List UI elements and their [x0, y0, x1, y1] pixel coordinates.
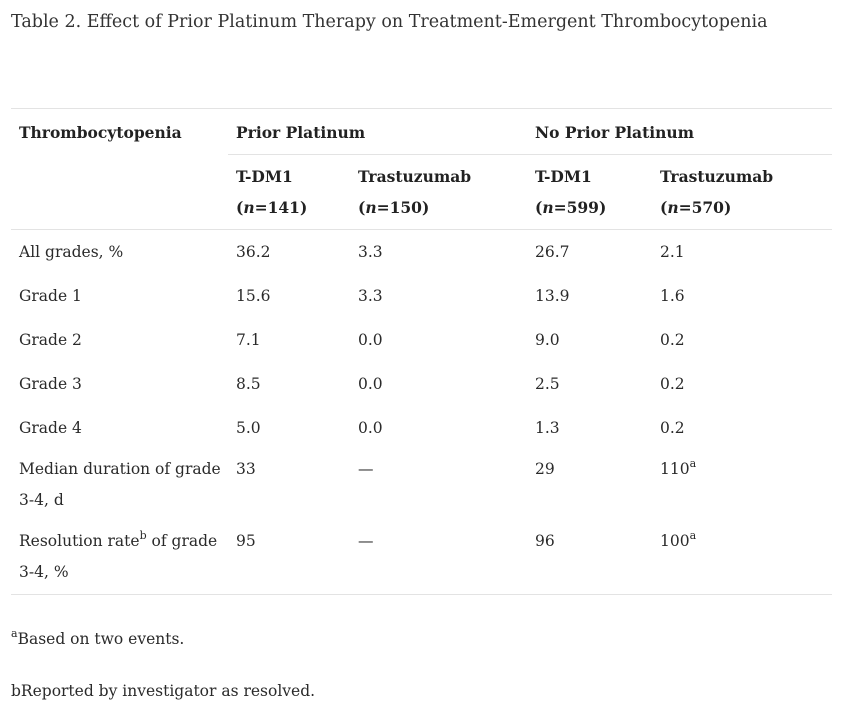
table-cell: 15.6: [236, 287, 271, 305]
row-label-start: Resolution rate: [19, 532, 140, 550]
table-cell: 29: [535, 460, 555, 478]
footnote-a: aBased on two events.: [11, 627, 185, 649]
thrombocytopenia-table: Thrombocytopenia Prior Platinum No Prior…: [11, 108, 832, 595]
column-name: T-DM1: [236, 167, 293, 186]
table-caption: Table 2. Effect of Prior Platinum Therap…: [11, 12, 768, 32]
column-n-value: =150): [376, 198, 430, 217]
table-cell: 1.6: [660, 287, 685, 305]
column-header: T-DM1 (n=599): [527, 154, 652, 230]
table-cell: 33: [236, 460, 256, 478]
column-n-value: =141): [254, 198, 308, 217]
table-row: Grade 2 7.1 0.0 9.0 0.2: [11, 318, 832, 362]
table-cell: 0.0: [358, 331, 383, 349]
column-name: Trastuzumab: [358, 167, 472, 186]
cell-value: 100: [660, 532, 690, 550]
table-row: Grade 1 15.6 3.3 13.9 1.6: [11, 274, 832, 318]
table-cell: 0.2: [660, 331, 685, 349]
table-row-resolution-rate: Resolution rateb of grade 3-4, % 95 — 96…: [11, 522, 832, 595]
column-n-var: n: [365, 198, 377, 217]
row-label: Median duration of grade 3-4, d: [19, 460, 221, 509]
table-cell: —: [350, 522, 527, 595]
column-n-prefix: (: [236, 198, 244, 217]
table-cell: 8.5: [236, 375, 261, 393]
column-n-value: =599): [553, 198, 607, 217]
table-cell: 5.0: [236, 419, 261, 437]
table-cell: 1.3: [535, 419, 560, 437]
row-label: Resolution rateb of grade 3-4, %: [11, 522, 228, 595]
table-row: Grade 4 5.0 0.0 1.3 0.2: [11, 406, 832, 450]
footnote-mark-a: a: [689, 529, 697, 542]
column-n-prefix: (: [358, 198, 366, 217]
table-cell: 26.7: [535, 243, 570, 261]
table-cell: —: [358, 460, 374, 478]
footnote-a-mark: a: [11, 627, 18, 640]
table-cell: 0.0: [358, 375, 383, 393]
table-row: Grade 3 8.5 0.0 2.5 0.2: [11, 362, 832, 406]
table-cell: 100a: [652, 522, 832, 595]
table-cell: 9.0: [535, 331, 560, 349]
footnote-b: bReported by investigator as resolved.: [11, 682, 316, 700]
table-row-median-duration: Median duration of grade 3-4, d 33 — 29 …: [11, 450, 832, 522]
column-n-var: n: [542, 198, 554, 217]
table-cell: 3.3: [358, 287, 383, 305]
table-cell: 0.0: [358, 419, 383, 437]
row-label-end: of grade 3-4, %: [19, 532, 218, 581]
column-n-prefix: (: [535, 198, 543, 217]
table-cell: 2.5: [535, 375, 560, 393]
column-name: Trastuzumab: [660, 167, 774, 186]
column-name: T-DM1: [535, 167, 592, 186]
row-label: All grades, %: [19, 243, 124, 261]
group-header-no-prior-platinum: No Prior Platinum: [527, 108, 832, 155]
row-label: Grade 2: [19, 331, 82, 349]
table-cell: 110a: [652, 450, 832, 522]
table-cell: 0.2: [660, 419, 685, 437]
column-header: Trastuzumab (n=570): [652, 154, 832, 230]
column-n-value: =570): [678, 198, 732, 217]
table-cell: 2.1: [660, 243, 685, 261]
table-cell: 7.1: [236, 331, 261, 349]
footnote-a-text: Based on two events.: [17, 630, 185, 648]
column-header: Trastuzumab (n=150): [350, 154, 527, 230]
table-cell: 36.2: [236, 243, 271, 261]
row-label-header: Thrombocytopenia: [11, 108, 228, 155]
column-n-var: n: [243, 198, 255, 217]
column-n-var: n: [667, 198, 679, 217]
table-cell: 3.3: [358, 243, 383, 261]
table-row: All grades, % 36.2 3.3 26.7 2.1: [11, 230, 832, 275]
table-cell: 13.9: [535, 287, 570, 305]
header-row-groups: Thrombocytopenia Prior Platinum No Prior…: [11, 108, 832, 155]
cell-value: 110: [660, 460, 690, 478]
column-n-prefix: (: [660, 198, 668, 217]
footnote-mark-a: a: [689, 457, 697, 470]
empty-header-cell: [11, 154, 228, 230]
header-row-columns: T-DM1 (n=141) Trastuzumab (n=150) T-DM1 …: [11, 154, 832, 230]
table-cell: 96: [527, 522, 652, 595]
row-label: Grade 4: [19, 419, 82, 437]
group-header-prior-platinum: Prior Platinum: [228, 108, 527, 155]
row-label: Grade 1: [19, 287, 82, 305]
table-cell: 95: [228, 522, 350, 595]
table-cell: 0.2: [660, 375, 685, 393]
column-header: T-DM1 (n=141): [228, 154, 350, 230]
footnote-mark-b: b: [139, 529, 147, 542]
row-label: Grade 3: [19, 375, 82, 393]
